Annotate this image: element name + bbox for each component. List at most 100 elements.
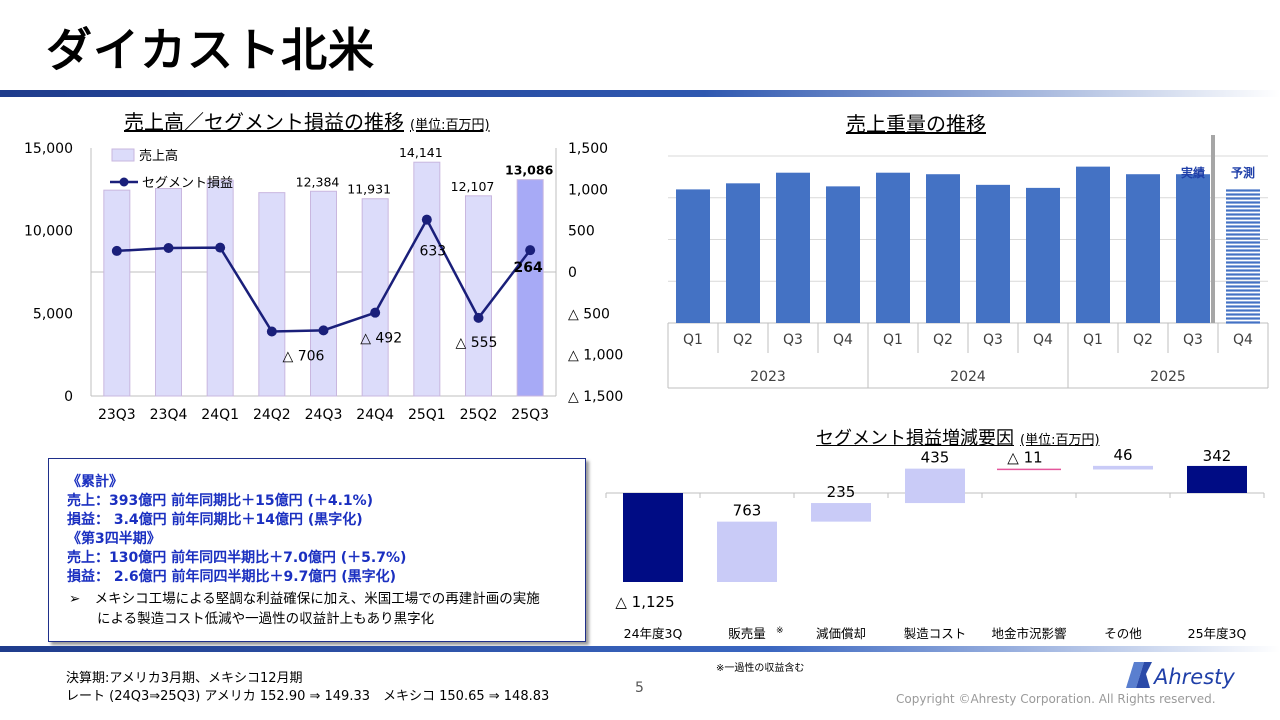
profit-data-label: △ 492 bbox=[360, 331, 402, 347]
profit-point bbox=[318, 325, 329, 336]
waterfall-value-label: 46 bbox=[1113, 446, 1132, 464]
weight-quarter-label: Q3 bbox=[1183, 332, 1203, 348]
sales-x-tick: 25Q1 bbox=[408, 407, 446, 423]
weight-bar bbox=[976, 184, 1010, 323]
profit-point bbox=[473, 312, 484, 323]
weight-forecast-stripe bbox=[1226, 285, 1260, 288]
sales-data-label: 11,931 bbox=[347, 182, 391, 197]
waterfall-value-label: 435 bbox=[921, 449, 950, 467]
weight-forecast-stripe bbox=[1226, 289, 1260, 292]
weight-forecast-stripe bbox=[1226, 201, 1260, 204]
weight-year-label: 2024 bbox=[950, 369, 986, 385]
weight-forecast-stripe bbox=[1226, 237, 1260, 240]
profit-data-label: △ 706 bbox=[283, 348, 325, 364]
sales-chart-title: 売上高／セグメント損益の推移 (単位:百万円) bbox=[124, 106, 490, 135]
weight-chart-title: 売上重量の推移 bbox=[846, 112, 986, 136]
sales-bar bbox=[206, 179, 234, 397]
sales-bar bbox=[258, 192, 286, 397]
waterfall-chart-unit: (単位:百万円) bbox=[1020, 433, 1100, 448]
waterfall-value-label: 342 bbox=[1203, 447, 1232, 465]
summary-box: 《累計》 売上：393億円 前年同期比＋15億円 (＋4.1%) 損益： 3.4… bbox=[48, 458, 586, 642]
waterfall-value-label: 763 bbox=[733, 502, 762, 520]
sales-bar bbox=[465, 195, 492, 397]
weight-forecast-stripe bbox=[1226, 317, 1260, 320]
sales-data-label: 12,384 bbox=[296, 174, 340, 189]
legend-sales-swatch bbox=[111, 148, 135, 162]
legend-profit-label: セグメント損益 bbox=[142, 176, 233, 191]
sales-x-tick: 24Q1 bbox=[201, 407, 239, 423]
segment-waterfall-chart: △ 1,125 24年度3Q 763 販売量 ※ 235 減価償却 435 製造コスト △ 11 地… bbox=[605, 446, 1265, 641]
weight-forecast-stripe bbox=[1226, 249, 1260, 252]
weight-bar bbox=[1126, 174, 1160, 323]
weight-forecast-stripe bbox=[1226, 293, 1260, 296]
weight-year-label: 2025 bbox=[1150, 369, 1186, 385]
sales-segment-chart: 15,000 10,000 5,000 0 1,500 1,000 500 0 △ 500 △ 1… bbox=[24, 141, 623, 423]
weight-forecast-stripe bbox=[1226, 321, 1260, 324]
weight-quarter-label: Q1 bbox=[683, 332, 703, 348]
weight-bar bbox=[726, 183, 760, 323]
cum-header: 《累計》 bbox=[67, 474, 123, 490]
weight-forecast-stripe bbox=[1226, 257, 1260, 260]
weight-forecast-stripe bbox=[1226, 309, 1260, 312]
weight-bar bbox=[926, 174, 960, 323]
sales-x-tick: 24Q3 bbox=[305, 407, 343, 423]
sales-chart-title-text: 売上高／セグメント損益の推移 bbox=[124, 110, 404, 134]
weight-forecast-stripe bbox=[1226, 225, 1260, 228]
profit-point bbox=[111, 245, 122, 256]
weight-quarter-label: Q2 bbox=[933, 332, 953, 348]
profit-data-label: △ 555 bbox=[456, 335, 498, 351]
weight-forecast-stripe bbox=[1226, 233, 1260, 236]
weight-forecast-stripe bbox=[1226, 205, 1260, 208]
weight-bar bbox=[1076, 166, 1110, 323]
waterfall-category-label: 販売量 bbox=[728, 626, 766, 641]
sales-x-tick: 25Q3 bbox=[511, 407, 549, 423]
weight-forecast-stripe bbox=[1226, 245, 1260, 248]
waterfall-category-label: 製造コスト bbox=[904, 626, 967, 641]
weight-forecast-stripe bbox=[1226, 261, 1260, 264]
weight-forecast-stripe bbox=[1226, 197, 1260, 200]
waterfall-category-label: 減価償却 bbox=[816, 626, 866, 641]
weight-year-label: 2023 bbox=[750, 369, 786, 385]
weight-bar bbox=[1026, 187, 1060, 323]
bullet-text-1: メキシコ工場による堅調な利益確保に加え、米国工場での再建計画の実施 bbox=[94, 591, 540, 607]
header-rule bbox=[0, 90, 1280, 97]
sales-y-tick: 5,000 bbox=[33, 306, 73, 322]
weight-bar bbox=[676, 189, 710, 323]
waterfall-value-label: △ 11 bbox=[1007, 449, 1042, 467]
fiscal-note: 決算期:アメリカ3月期、メキシコ12月期 bbox=[66, 671, 303, 686]
quarter-sales: 売上：130億円 前年同四半期比＋7.0億円 (＋5.7%) bbox=[67, 550, 407, 566]
weight-forecast-stripe bbox=[1226, 305, 1260, 308]
weight-forecast-stripe bbox=[1226, 217, 1260, 220]
logo-text: Ahresty bbox=[1152, 665, 1235, 689]
bullet-arrow-icon: ➢ bbox=[69, 591, 81, 607]
weight-forecast-stripe bbox=[1226, 209, 1260, 212]
sales-data-label: 14,141 bbox=[399, 145, 443, 160]
weight-bar bbox=[776, 172, 810, 323]
waterfall-bar bbox=[905, 468, 965, 504]
sales-x-tick: 23Q4 bbox=[150, 407, 188, 423]
waterfall-bar bbox=[997, 468, 1061, 471]
weight-quarter-label: Q2 bbox=[1133, 332, 1153, 348]
profit-point bbox=[163, 243, 174, 254]
profit-data-label: 264 bbox=[514, 260, 543, 276]
page-title: ダイカスト北米 bbox=[46, 23, 375, 77]
bullet-line-2: による製造コスト低減や一過性の収益計上もあり黒字化 bbox=[97, 611, 435, 627]
weight-forecast-stripe bbox=[1226, 313, 1260, 316]
weight-quarter-label: Q4 bbox=[1033, 332, 1053, 348]
sales-y-tick: 15,000 bbox=[24, 141, 73, 157]
weight-forecast-stripe bbox=[1226, 269, 1260, 272]
weight-quarter-label: Q1 bbox=[1083, 332, 1103, 348]
footer-rule bbox=[0, 646, 1280, 652]
weight-forecast-stripe bbox=[1226, 281, 1260, 284]
sales-x-tick: 23Q3 bbox=[98, 407, 136, 423]
weight-forecast-stripe bbox=[1226, 265, 1260, 268]
profit-data-label: 633 bbox=[419, 244, 446, 260]
quarter-header: 《第3四半期》 bbox=[67, 531, 161, 547]
forecast-label: 予測 bbox=[1231, 165, 1255, 180]
quarter-profit: 損益： 2.6億円 前年同四半期比＋9.7億円 (黒字化) bbox=[67, 569, 397, 585]
weight-bar bbox=[826, 186, 860, 323]
waterfall-chart-title-text: セグメント損益増減要因 bbox=[816, 428, 1014, 449]
sales-y-tick: 10,000 bbox=[24, 224, 73, 240]
profit-point bbox=[525, 245, 536, 256]
legend-sales-label: 売上高 bbox=[139, 148, 178, 164]
